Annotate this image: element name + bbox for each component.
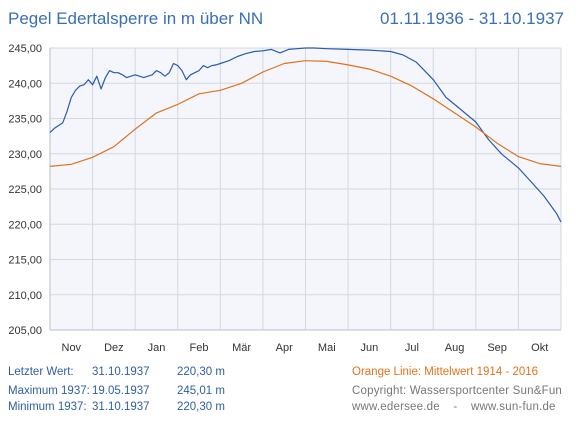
max-value: 245,01 m — [177, 385, 225, 397]
period-range: 01.11.1936 - 31.10.1937 — [379, 9, 564, 28]
x-tick-label: Sep — [487, 342, 507, 354]
website-links: www.edersee.de - www.sun-fun.de — [352, 401, 556, 413]
x-tick-label: Jul — [405, 342, 419, 354]
x-tick-label: Jan — [148, 342, 166, 354]
x-tick-label: Aug — [445, 342, 465, 354]
last-value-label: Letzter Wert: — [8, 366, 74, 378]
y-tick-label: 225,00 — [8, 184, 42, 196]
y-tick-label: 235,00 — [8, 114, 42, 126]
last-value-date: 31.10.1937 — [92, 366, 150, 378]
y-tick-label: 205,00 — [8, 325, 42, 337]
y-tick-label: 245,00 — [8, 43, 42, 55]
x-tick-label: Jun — [361, 342, 379, 354]
y-tick-label: 210,00 — [8, 290, 42, 302]
min-label: Minimum 1937: — [8, 401, 87, 413]
chart-title: Pegel Edertalsperre in m über NN — [8, 9, 264, 28]
min-value: 220,30 m — [177, 401, 225, 413]
x-tick-label: Mai — [318, 342, 336, 354]
x-tick-label: Feb — [190, 342, 209, 354]
x-tick-label: Nov — [62, 342, 82, 354]
x-tick-label: Dez — [104, 342, 124, 354]
mean-series-line — [49, 60, 562, 167]
y-tick-label: 220,00 — [8, 219, 42, 231]
x-tick-label: Mär — [232, 342, 251, 354]
max-date: 19.05.1937 — [92, 385, 150, 397]
max-label: Maximum 1937: — [8, 385, 90, 397]
min-date: 31.10.1937 — [92, 401, 150, 413]
y-tick-label: 215,00 — [8, 255, 42, 267]
current-series-line — [49, 47, 562, 223]
x-tick-label: Okt — [531, 342, 548, 354]
water-level-chart: 205,00 210,00 215,00 220,00 225,00 230,00 235,… — [8, 43, 562, 354]
copyright-text: Copyright: Wassersportcenter Sun&Fun — [352, 385, 563, 397]
last-value-value: 220,30 m — [177, 366, 225, 378]
x-tick-label: Apr — [276, 342, 293, 354]
mean-line-legend: Orange Linie: Mittelwert 1914 - 2016 — [352, 366, 539, 378]
y-tick-label: 240,00 — [8, 78, 42, 90]
y-tick-label: 230,00 — [8, 149, 42, 161]
